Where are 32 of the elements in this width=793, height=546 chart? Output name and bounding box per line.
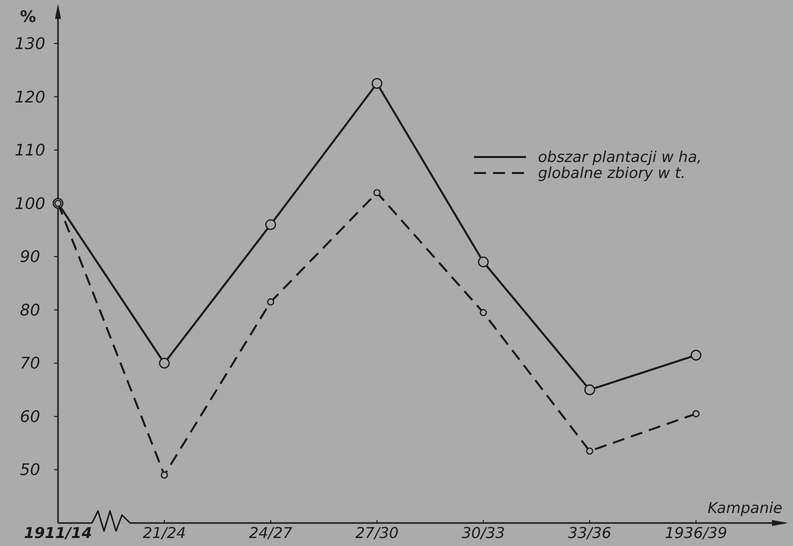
point [373, 189, 381, 196]
x-tick-label: 1936/39 [664, 524, 728, 542]
legend-label: globalne zbiory w t. [538, 164, 686, 182]
x-tick-label: 27/30 [355, 524, 399, 542]
point [690, 350, 702, 361]
point [478, 256, 489, 268]
y-tick-label: 70 [20, 354, 40, 373]
point [158, 358, 170, 369]
x-tick-label: 24/27 [249, 524, 293, 542]
x-tick-label: 33/36 [568, 524, 612, 542]
point [480, 308, 487, 316]
y-tick-label: 50 [20, 460, 40, 480]
y-tick-label: 130 [14, 34, 46, 53]
point [584, 384, 596, 396]
point [692, 410, 700, 418]
point [267, 298, 274, 306]
y-tick-label: 60 [20, 406, 40, 426]
x-tick-label: 21/24 [142, 524, 186, 542]
point [265, 219, 276, 230]
x-tick-label: 30/33 [462, 524, 505, 542]
y-tick-label: 90 [20, 247, 40, 266]
point [372, 78, 382, 89]
y-tick-label: 80 [20, 300, 40, 320]
x-axis-title: Kampanie [708, 499, 782, 517]
point [586, 447, 594, 455]
x-tick-label: 1911/14 [24, 524, 92, 542]
y-tick-label: 110 [14, 140, 46, 160]
y-tick-label: 120 [14, 87, 46, 106]
point [160, 471, 168, 479]
legend-label: obszar plantacji w ha, [538, 148, 702, 166]
y-axis-title: % [20, 7, 36, 26]
y-tick-label: 100 [14, 194, 46, 213]
